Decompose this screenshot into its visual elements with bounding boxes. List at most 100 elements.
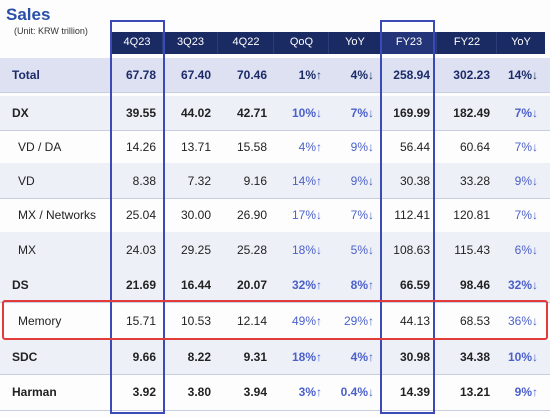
table-cell: 67.40 (180, 68, 211, 82)
row-label: Harman (12, 385, 57, 399)
unit-label: (Unit: KRW trillion) (14, 26, 88, 36)
row-divider (0, 410, 550, 411)
table-cell: 25.28 (236, 242, 267, 257)
table-cell: 9%↓ (514, 173, 538, 188)
table-cell: 18%↓ (291, 242, 322, 257)
table-cell: 3.80 (187, 385, 211, 399)
table-cell: 17%↓ (291, 208, 322, 222)
table-cell: 115.43 (454, 242, 490, 257)
table-cell: 9.16 (243, 173, 267, 188)
table-cell: 42.71 (236, 106, 267, 120)
table-cell: 7%↓ (350, 208, 374, 222)
table-cell: 32%↑ (291, 277, 322, 292)
row-label: MX (18, 242, 36, 257)
col-header-fy22: FY22 (436, 32, 497, 54)
highlight-box-4q23 (110, 20, 165, 414)
table-cell: 14%↑ (291, 173, 322, 188)
row-label: MX / Networks (18, 208, 97, 222)
table-cell: 13.71 (180, 139, 211, 154)
table-cell: 169.99 (393, 106, 430, 120)
table-cell: 66.59 (399, 277, 430, 292)
table-cell: 7%↓ (514, 208, 538, 222)
table-cell: 3.92 (132, 385, 156, 399)
col-header-yoy-annual: YoY (496, 32, 545, 54)
row-divider (0, 374, 550, 375)
table-cell: 14.39 (399, 385, 430, 399)
table-cell: 7.32 (187, 173, 211, 188)
table-cell: 6%↓ (514, 242, 538, 257)
table-cell: 25.04 (125, 208, 156, 222)
table-cell: 8.38 (132, 173, 156, 188)
table-cell: 9%↓ (350, 139, 374, 154)
highlight-box-memory (2, 300, 548, 340)
table-cell: 29.25 (180, 242, 211, 257)
table-cell: 56.44 (399, 139, 430, 154)
row-label: DX (12, 106, 29, 120)
table-cell: 112.41 (394, 208, 430, 222)
table-row: Harman 3.92 3.80 3.94 3%↑ 0.4%↓ 14.39 13.21 9%↑ (0, 374, 550, 410)
table-cell: 98.46 (459, 277, 490, 292)
row-divider (0, 130, 550, 131)
table-cell: 3.94 (243, 385, 267, 399)
table-row: Total 67.78 67.40 70.46 1%↑ 4%↓ 258.94 302.23 14… (0, 58, 550, 92)
table-row: MX 24.03 29.25 25.28 18%↓ 5%↓ 108.63 115.43 6%↓ (0, 232, 550, 267)
table-cell: 70.46 (236, 68, 267, 82)
table-cell: 26.90 (236, 208, 267, 222)
col-header-3q23: 3Q23 (162, 32, 218, 54)
table-cell: 4%↓ (350, 68, 374, 82)
col-header-yoy-quarter: YoY (328, 32, 381, 54)
table-cell: 258.94 (393, 68, 430, 82)
table-row: DS 21.69 16.44 20.07 32%↑ 8%↑ 66.59 98.46 32%↓ (0, 267, 550, 302)
table-cell: 13.21 (459, 385, 490, 399)
highlight-box-fy23 (380, 20, 435, 414)
table-cell: 9%↑ (514, 385, 538, 399)
col-header-4q23: 4Q23 (112, 32, 162, 54)
table-row: VD 8.38 7.32 9.16 14%↑ 9%↓ 30.38 33.28 9%↓ (0, 163, 550, 198)
row-label: Memory (18, 314, 62, 328)
table-cell: 32%↓ (507, 277, 538, 292)
table-cell: 34.38 (459, 350, 490, 364)
table-cell: 24.03 (125, 242, 156, 257)
col-header-4q22: 4Q22 (217, 32, 274, 54)
table-cell: 21.69 (125, 277, 156, 292)
table-cell: 68.53 (459, 314, 490, 328)
table-cell: 9.66 (132, 350, 156, 364)
table-cell: 0.4%↓ (340, 385, 374, 399)
table-cell: 15.58 (236, 139, 267, 154)
table-cell: 12.14 (236, 314, 267, 328)
table-cell: 302.23 (453, 68, 490, 82)
table-cell: 8.22 (187, 350, 211, 364)
table-cell: 3%↑ (298, 385, 322, 399)
table-row: SDC 9.66 8.22 9.31 18%↑ 4%↑ 30.98 34.38 10%↓ (0, 340, 550, 374)
table-cell: 44.13 (399, 314, 430, 328)
table-cell: 29%↑ (343, 314, 374, 328)
table-cell: 20.07 (236, 277, 267, 292)
table-cell: 30.38 (399, 173, 430, 188)
table-cell: 7%↓ (514, 106, 538, 120)
table-cell: 9.31 (243, 350, 267, 364)
table-cell: 182.49 (453, 106, 490, 120)
table-cell: 10.53 (180, 314, 211, 328)
table-cell: 108.63 (393, 242, 430, 257)
table-cell: 10%↓ (291, 106, 322, 120)
table-cell: 14.26 (125, 139, 156, 154)
table-title: Sales (6, 5, 51, 24)
row-label: Total (12, 68, 40, 82)
table-cell: 30.00 (180, 208, 211, 222)
row-divider (0, 302, 550, 303)
table-cell: 4%↑ (350, 350, 374, 364)
table-cell: 4%↑ (298, 139, 322, 154)
table-cell: 16.44 (180, 277, 211, 292)
col-header-qoq: QoQ (273, 32, 329, 54)
table-cell: 30.98 (399, 350, 430, 364)
table-cell: 67.78 (125, 68, 156, 82)
table-cell: 14%↓ (507, 68, 538, 82)
table-cell: 39.55 (125, 106, 156, 120)
row-label: VD / DA (18, 139, 62, 154)
table-cell: 1%↑ (298, 68, 322, 82)
table-cell: 49%↑ (291, 314, 322, 328)
row-label: SDC (12, 350, 38, 364)
table-cell: 5%↓ (350, 242, 374, 257)
table-row: VD / DA 14.26 13.71 15.58 4%↑ 9%↓ 56.44 60.64 7%… (0, 130, 550, 163)
